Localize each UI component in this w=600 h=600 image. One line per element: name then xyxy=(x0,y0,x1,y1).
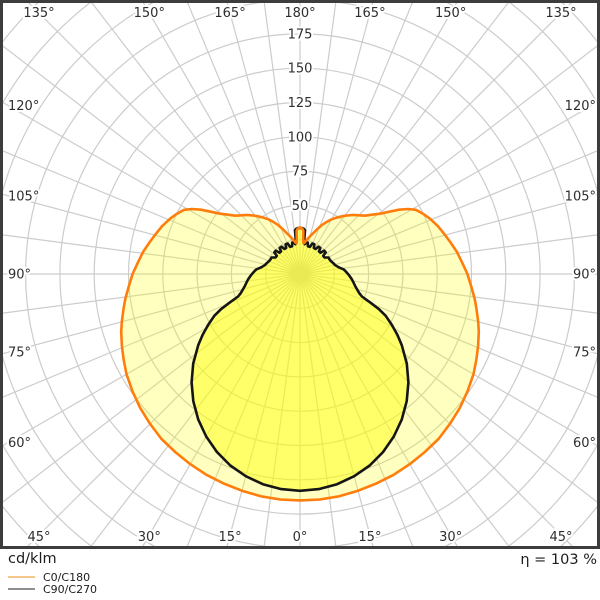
tick-label: 105° xyxy=(8,189,39,204)
tick-label: 125 xyxy=(288,96,313,111)
tick-label: 120° xyxy=(565,99,596,114)
legend-label-c0-c180: C0/C180 xyxy=(43,570,91,584)
tick-label: 180° xyxy=(284,6,315,21)
tick-label: 45° xyxy=(549,530,572,545)
tick-label: 15° xyxy=(219,530,242,545)
legend-item-c0-c180: C0/C180 xyxy=(8,570,97,584)
tick-label: 120° xyxy=(8,99,39,114)
tick-label: 105° xyxy=(565,189,596,204)
tick-label: 0° xyxy=(293,530,308,545)
tick-label: 150° xyxy=(134,6,165,21)
tick-label: 100 xyxy=(288,130,313,145)
tick-label: 165° xyxy=(354,6,385,21)
tick-label: 135° xyxy=(545,6,576,21)
tick-label: 45° xyxy=(27,530,50,545)
tick-label: 90° xyxy=(8,268,31,283)
tick-label: 15° xyxy=(358,530,381,545)
legend: C0/C180 C90/C270 xyxy=(8,570,98,596)
tick-label: 175 xyxy=(288,27,313,42)
tick-label: 50 xyxy=(292,199,309,214)
tick-label: 135° xyxy=(23,6,54,21)
tick-label: 60° xyxy=(573,436,596,451)
tick-label: 75 xyxy=(292,165,309,180)
tick-label: 150 xyxy=(288,62,313,77)
tick-label: 30° xyxy=(138,530,161,545)
tick-label: 90° xyxy=(573,268,596,283)
legend-swatch-c0-c180 xyxy=(8,575,35,579)
legend-item-c90-c270: C90/C270 xyxy=(8,582,98,596)
tick-label: 150° xyxy=(435,6,466,21)
tick-label: 75° xyxy=(8,346,31,361)
tick-label: 60° xyxy=(8,436,31,451)
efficiency-label: η = 103 % xyxy=(520,552,597,568)
legend-label-c90-c270: C90/C270 xyxy=(43,582,98,596)
legend-swatch-c90-c270 xyxy=(8,587,35,591)
unit-label: cd/klm xyxy=(8,551,57,567)
tick-label: 75° xyxy=(573,346,596,361)
tick-label: 165° xyxy=(214,6,245,21)
tick-label: 30° xyxy=(439,530,462,545)
